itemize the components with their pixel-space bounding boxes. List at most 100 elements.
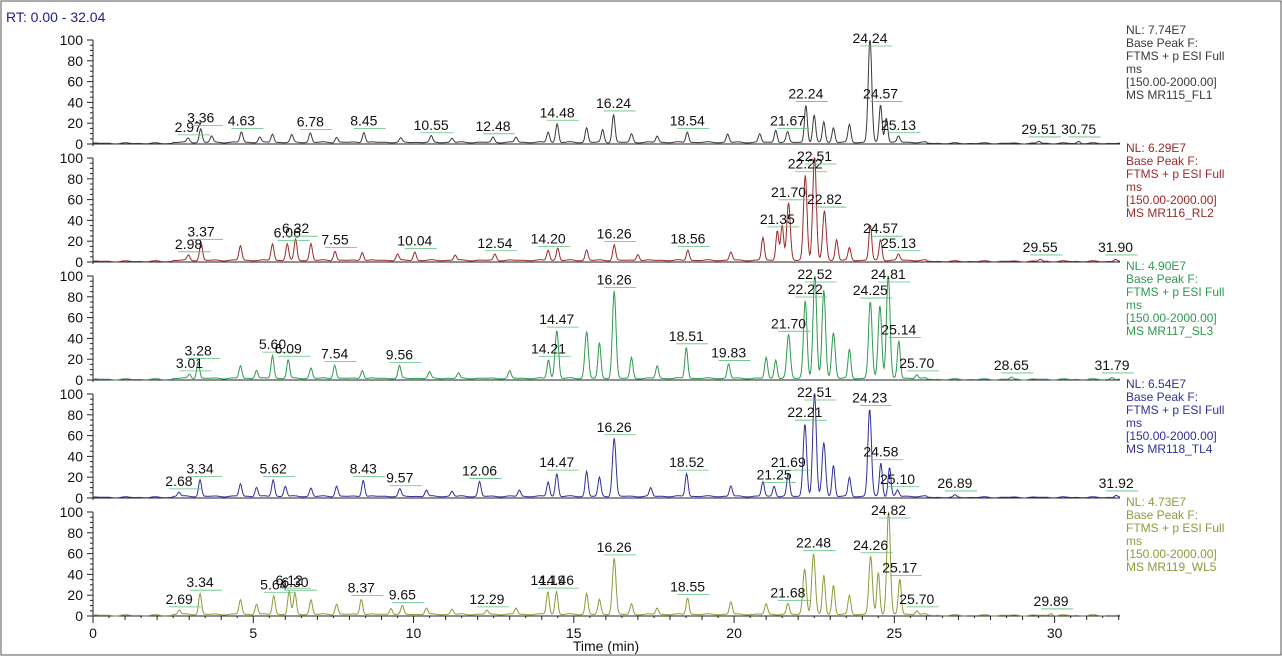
y-tick-label: 100 <box>60 268 84 284</box>
panel-3: 0 20 40 60 80 100 3.013.28 5.606.09 7.54 9.56 14.2… <box>60 259 1225 388</box>
panel-info-line: MS MR117_SL3 <box>1126 324 1213 338</box>
y-tick-label: 0 <box>75 608 83 624</box>
panel-info-line: [150.00-2000.00] <box>1126 547 1217 561</box>
peak-label: 31.92 <box>1099 475 1134 491</box>
y-tick-label: 80 <box>67 525 83 541</box>
peak-label: 9.56 <box>386 347 413 363</box>
x-tick-label: 30 <box>1047 625 1063 641</box>
y-tick-label: 20 <box>67 233 83 249</box>
y-tick-label: 80 <box>67 53 83 69</box>
peak-label: 18.52 <box>669 454 704 470</box>
y-tick-label: 40 <box>67 330 83 346</box>
peak-label: 12.48 <box>476 118 511 134</box>
peak-label: 31.90 <box>1098 239 1133 255</box>
peak-label: 8.37 <box>348 579 375 595</box>
x-tick-label: 0 <box>89 625 97 641</box>
peak-label: 14.46 <box>539 572 574 588</box>
peak-label: 25.14 <box>881 322 916 338</box>
peak-label: 22.52 <box>797 266 832 282</box>
peak-label: 24.23 <box>852 390 887 406</box>
y-tick-label: 80 <box>67 171 83 187</box>
panel-info-line: FTMS + p ESI Full <box>1126 403 1224 417</box>
peak-label: 21.68 <box>770 585 805 601</box>
trace-line <box>93 275 1121 381</box>
panel-info-line: FTMS + p ESI Full <box>1126 167 1224 181</box>
panel-info-line: [150.00-2000.00] <box>1126 193 1217 207</box>
trace-line <box>93 157 1120 263</box>
peak-label: 22.21 <box>787 404 822 420</box>
peak-label: 28.65 <box>994 357 1029 373</box>
y-tick-label: 60 <box>67 310 83 326</box>
peak-label: 3.34 <box>186 574 213 590</box>
chromatogram-panels: 0 20 40 60 80 100 2.973.36 4.63 6.78 8.45 10.55 12.… <box>60 23 1225 624</box>
peak-label: 18.51 <box>669 328 704 344</box>
rt-range-label: RT: 0.00 - 32.04 <box>6 9 106 25</box>
peak-label: 26.89 <box>937 475 972 491</box>
peak-label: 21.25 <box>757 467 792 483</box>
peak-label: 24.25 <box>853 282 888 298</box>
peak-label: 25.70 <box>899 591 934 607</box>
y-tick-label: 0 <box>75 136 83 152</box>
panel-info-line: Base Peak F: <box>1126 272 1198 286</box>
peak-label: 6.12 <box>276 572 303 588</box>
peak-label: 21.69 <box>771 454 806 470</box>
peak-label: 14.21 <box>531 340 566 356</box>
trace-line <box>93 511 1121 617</box>
y-tick-label: 0 <box>75 372 83 388</box>
peak-label: 2.98 <box>175 236 202 252</box>
panel-info-line: Base Peak F: <box>1126 154 1198 168</box>
peak-label: 2.69 <box>166 591 193 607</box>
peak-label: 29.51 <box>1021 121 1056 137</box>
peak-label: 12.06 <box>462 462 497 478</box>
panel-info-line: [150.00-2000.00] <box>1126 75 1217 89</box>
y-tick-label: 60 <box>67 74 83 90</box>
y-tick-label: 40 <box>67 212 83 228</box>
peak-label: 14.19 <box>530 572 565 588</box>
peak-label: 10.04 <box>397 233 432 249</box>
panel-info-line: FTMS + p ESI Full <box>1126 521 1224 535</box>
peak-label: 24.57 <box>863 220 898 236</box>
peak-label: 22.82 <box>807 191 842 207</box>
panel-info-line: ms <box>1126 62 1142 76</box>
peak-label: 12.54 <box>477 235 512 251</box>
panel-info-line: NL: 6.29E7 <box>1126 141 1186 155</box>
peak-label: 14.47 <box>539 311 574 327</box>
peak-label: 22.48 <box>796 535 831 551</box>
x-tick-label: 10 <box>406 625 422 641</box>
peak-label: 29.89 <box>1034 593 1069 609</box>
peak-label: 12.29 <box>469 591 504 607</box>
peak-label: 21.70 <box>771 184 806 200</box>
peak-label: 18.56 <box>670 231 705 247</box>
peak-label: 16.24 <box>596 95 631 111</box>
peak-label: 3.28 <box>185 342 212 358</box>
peak-label: 14.48 <box>540 104 575 120</box>
y-tick-label: 20 <box>67 587 83 603</box>
y-tick-label: 100 <box>60 150 84 166</box>
panel-info-line: Base Peak F: <box>1126 390 1198 404</box>
peak-label: 16.26 <box>597 419 632 435</box>
peak-label: 25.17 <box>882 560 917 576</box>
panel-info-line: MS MR115_FL1 <box>1126 88 1213 102</box>
peak-label: 18.54 <box>670 113 705 129</box>
peak-label: 24.81 <box>871 266 906 282</box>
y-tick-label: 0 <box>75 254 83 270</box>
y-tick-label: 100 <box>60 504 84 520</box>
peak-label: 6.09 <box>275 340 302 356</box>
peak-label: 3.01 <box>176 355 203 371</box>
peak-label: 4.63 <box>228 113 255 129</box>
y-tick-label: 20 <box>67 351 83 367</box>
peak-label: 22.24 <box>788 86 823 102</box>
peak-label: 24.82 <box>871 502 906 518</box>
panel-info-line: MS MR116_RL2 <box>1126 206 1214 220</box>
y-tick-label: 20 <box>67 115 83 131</box>
peak-label: 3.36 <box>187 109 214 125</box>
peak-label: 24.26 <box>853 537 888 553</box>
y-tick-label: 60 <box>67 546 83 562</box>
y-tick-label: 40 <box>67 566 83 582</box>
panel-info-line: [150.00-2000.00] <box>1126 311 1217 325</box>
peak-label: 8.43 <box>350 460 377 476</box>
peak-label: 2.68 <box>165 473 192 489</box>
